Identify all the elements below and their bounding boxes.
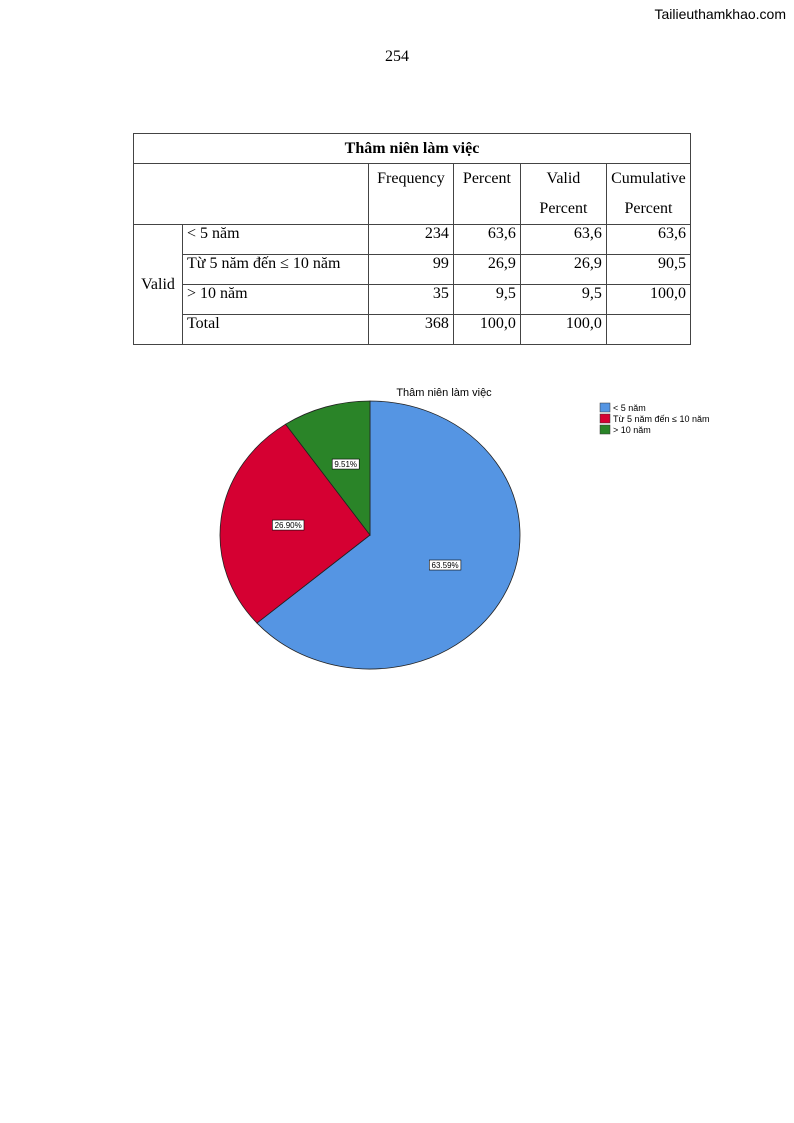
cell-valid-percent: 100,0: [519, 314, 607, 345]
legend-swatch: [599, 402, 611, 413]
cell-frequency: 99: [367, 254, 454, 285]
cell-cumulative: 100,0: [605, 284, 692, 315]
svg-text:26.90%: 26.90%: [275, 521, 302, 530]
cell-frequency: 35: [367, 284, 454, 315]
legend-item: < 5 năm: [599, 402, 646, 413]
table-title: Thâm niên làm việc: [133, 133, 691, 164]
valid-group-label: Valid: [133, 224, 183, 345]
slice-label-3: 9.51%: [331, 458, 360, 470]
row-label: Total: [182, 314, 369, 345]
row-label: Từ 5 năm đến ≤ 10 năm: [182, 254, 369, 285]
cell-percent: 9,5: [452, 284, 521, 315]
header-cumulative-percent: Cumulative Percent: [605, 163, 692, 225]
cell-cumulative: 63,6: [605, 224, 692, 255]
legend-label: > 10 năm: [613, 425, 651, 435]
chart-title: Thâm niên làm việc: [396, 387, 492, 399]
pie-chart: Thâm niên làm việc 63.59% 26.90% 9.51% < 5…: [219, 387, 710, 670]
cell-percent: 100,0: [452, 314, 521, 345]
pie-slice-1: [256, 400, 521, 670]
table-row: Từ 5 năm đến ≤ 10 năm 99 26,9 26,9 90,5: [134, 254, 692, 285]
svg-text:63.59%: 63.59%: [432, 561, 459, 570]
cell-frequency: 234: [367, 224, 454, 255]
slice-label-1: 63.59%: [428, 559, 462, 571]
cell-valid-percent: 9,5: [519, 284, 607, 315]
watermark: Tailieuthamkhao.com: [654, 6, 786, 22]
table-row: Total 368 100,0 100,0: [134, 314, 692, 345]
page-number: 254: [385, 48, 409, 65]
legend-item: > 10 năm: [599, 424, 651, 435]
header-valid-percent: Valid Percent: [519, 163, 607, 225]
table-row: > 10 năm 35 9,5 9,5 100,0: [134, 284, 692, 315]
cell-frequency: 368: [367, 314, 454, 345]
row-label: > 10 năm: [182, 284, 369, 315]
cell-valid-percent: 63,6: [519, 224, 607, 255]
legend-label: Từ 5 năm đến ≤ 10 năm: [613, 414, 710, 424]
pie-slice-3: [285, 400, 371, 537]
header-blank-cell: [133, 163, 369, 225]
legend-swatch: [599, 413, 611, 424]
legend-item: Từ 5 năm đến ≤ 10 năm: [599, 413, 710, 424]
legend-label: < 5 năm: [613, 403, 646, 413]
legend-swatch: [599, 424, 611, 435]
row-label: < 5 năm: [182, 224, 369, 255]
cell-valid-percent: 26,9: [519, 254, 607, 285]
header-frequency: Frequency: [367, 163, 454, 225]
cell-percent: 26,9: [452, 254, 521, 285]
frequency-table: Thâm niên làm việc Frequency Percent Val…: [133, 133, 692, 345]
header-percent: Percent: [452, 163, 521, 225]
cell-cumulative: 90,5: [605, 254, 692, 285]
cell-cumulative: [605, 314, 692, 345]
svg-text:9.51%: 9.51%: [334, 460, 357, 469]
table-row: Valid < 5 năm 234 63,6 63,6 63,6: [133, 224, 692, 345]
slice-label-2: 26.90%: [272, 519, 305, 531]
cell-percent: 63,6: [452, 224, 521, 255]
